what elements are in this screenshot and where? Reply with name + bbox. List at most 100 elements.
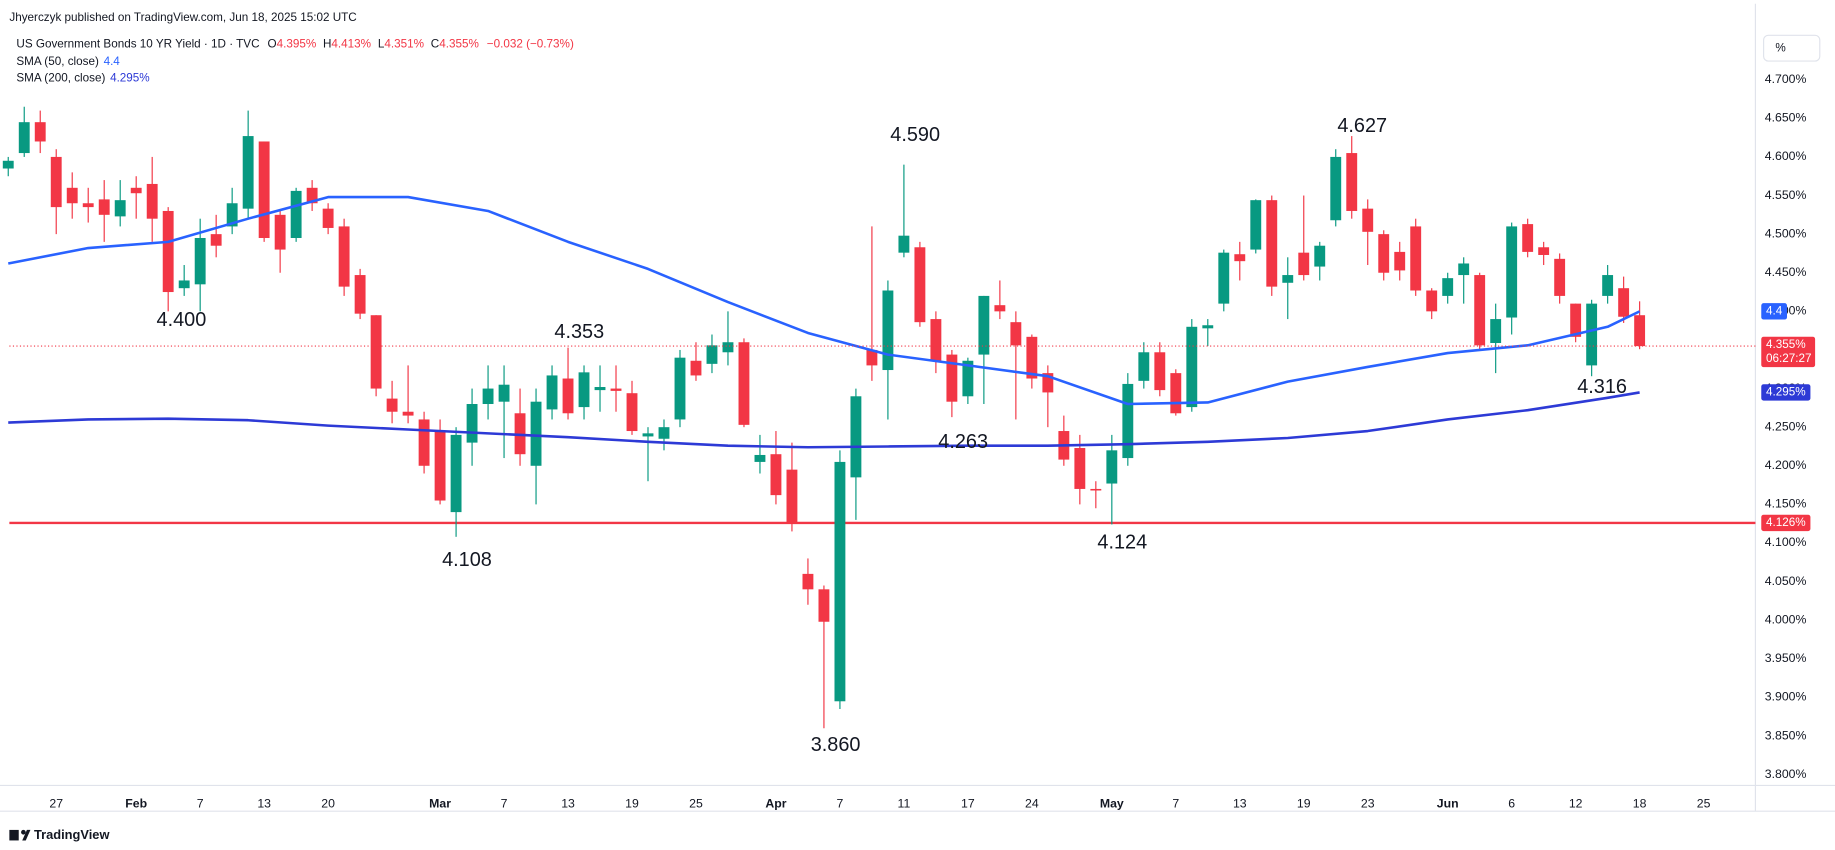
candle-body [1362,208,1374,232]
candle-body [818,589,830,622]
candle-body [962,360,974,397]
candle-body [210,234,222,246]
candle-body [978,295,990,355]
candle-body [1426,290,1438,312]
candle-body [1234,254,1246,262]
candle-body [946,354,958,402]
candle-body [306,187,318,204]
y-tick-label: 4.500% [1765,226,1807,240]
candle-body [498,384,510,402]
candle-body [114,200,126,217]
candle-body [450,434,462,513]
candle-body [898,235,910,253]
y-tick-label: 4.700% [1765,72,1807,86]
candle-body [1330,156,1342,221]
legend-sma200: SMA (200, close) 4.295% [16,72,149,85]
candle-body [1170,373,1182,414]
price-annotation: 4.400 [157,309,207,331]
candle-body [1266,200,1278,287]
x-tick-label: 19 [1297,796,1311,810]
ohlc-value: 4.355% [439,38,479,51]
candle-body [802,573,814,590]
y-tick-label: 4.100% [1765,535,1807,549]
x-tick-label: 7 [501,796,508,810]
candle-body [466,404,478,443]
x-tick-label: 7 [197,796,204,810]
candle-body [482,388,494,405]
x-tick-label: 7 [837,796,844,810]
candle-body [194,237,206,285]
ohlc-key: C [431,38,439,51]
x-tick-label: 7 [1172,796,1179,810]
candle-body [1554,258,1566,296]
candle-body [786,469,798,523]
candle-body [1474,275,1486,346]
sma-line [7,195,1641,406]
candle-body [386,398,398,412]
candle-body [562,378,574,414]
unit-button[interactable] [1763,34,1821,62]
candle-body [162,210,174,293]
x-tick-label: 17 [961,796,975,810]
x-tick-label: 25 [1697,796,1711,810]
candle-body [1490,319,1502,344]
candle-body [850,396,862,478]
candle-body [1618,288,1630,317]
candle-body [18,122,30,154]
x-tick-label: 18 [1633,796,1647,810]
legend-value: 4.295% [110,72,150,85]
price-annotation: 4.590 [890,124,940,146]
candle-body [434,431,446,501]
candle-body [1298,252,1310,276]
x-tick-label: 6 [1508,796,1515,810]
sma50-tag: 4.4 [1766,304,1783,317]
x-tick-label: 19 [625,796,639,810]
candle-body [914,247,926,323]
x-tick-label: 27 [49,796,63,810]
candle-body [1026,336,1038,379]
candle-body [274,214,286,250]
candle-body [610,388,622,391]
candle-body [690,360,702,376]
publisher: Jhyerczyk published on TradingView.com, … [9,11,356,24]
x-tick-label: 12 [1569,796,1583,810]
candle-body [1250,200,1262,250]
sma50-tag-bg [1761,303,1788,320]
sma200-tag-bg [1761,384,1811,401]
price-annotation: 4.124 [1097,531,1147,553]
y-tick-label: 4.450% [1765,265,1807,279]
candle-body [1218,252,1230,304]
footer-brand: TradingView [34,827,111,842]
hline-tag-bg [1761,514,1811,532]
candle-body [1042,373,1054,393]
candle-body [578,372,590,408]
candle-body [770,454,782,496]
candle-body [882,290,894,371]
candle-body [1154,352,1166,391]
candle-body [290,190,302,238]
ohlc-key: H [323,38,331,51]
candle-body [82,203,94,208]
last-price-tag: 4.355% [1766,338,1806,351]
candle-body [1538,247,1550,255]
x-tick-label: 24 [1025,796,1039,810]
last-price-tag-bg [1761,336,1816,368]
unit-button-label[interactable]: % [1775,41,1785,54]
legend-value: 4.4 [104,55,121,68]
symbol: US Government Bonds 10 YR Yield · 1D · T… [16,38,259,51]
candle-body [1602,275,1614,296]
candle-body [66,187,78,204]
candle-body [1634,315,1646,347]
ohlc-value: 4.351% [384,38,424,51]
candle-body [242,136,254,209]
candle-body [130,187,142,194]
candle-body [530,401,542,466]
candle-body [402,411,414,416]
ohlc-key: L [378,38,385,51]
x-tick-label: 23 [1361,796,1375,810]
candle-body [994,305,1006,312]
candle-body [834,461,846,702]
candle-body [626,393,638,432]
candle-body [1106,450,1118,484]
